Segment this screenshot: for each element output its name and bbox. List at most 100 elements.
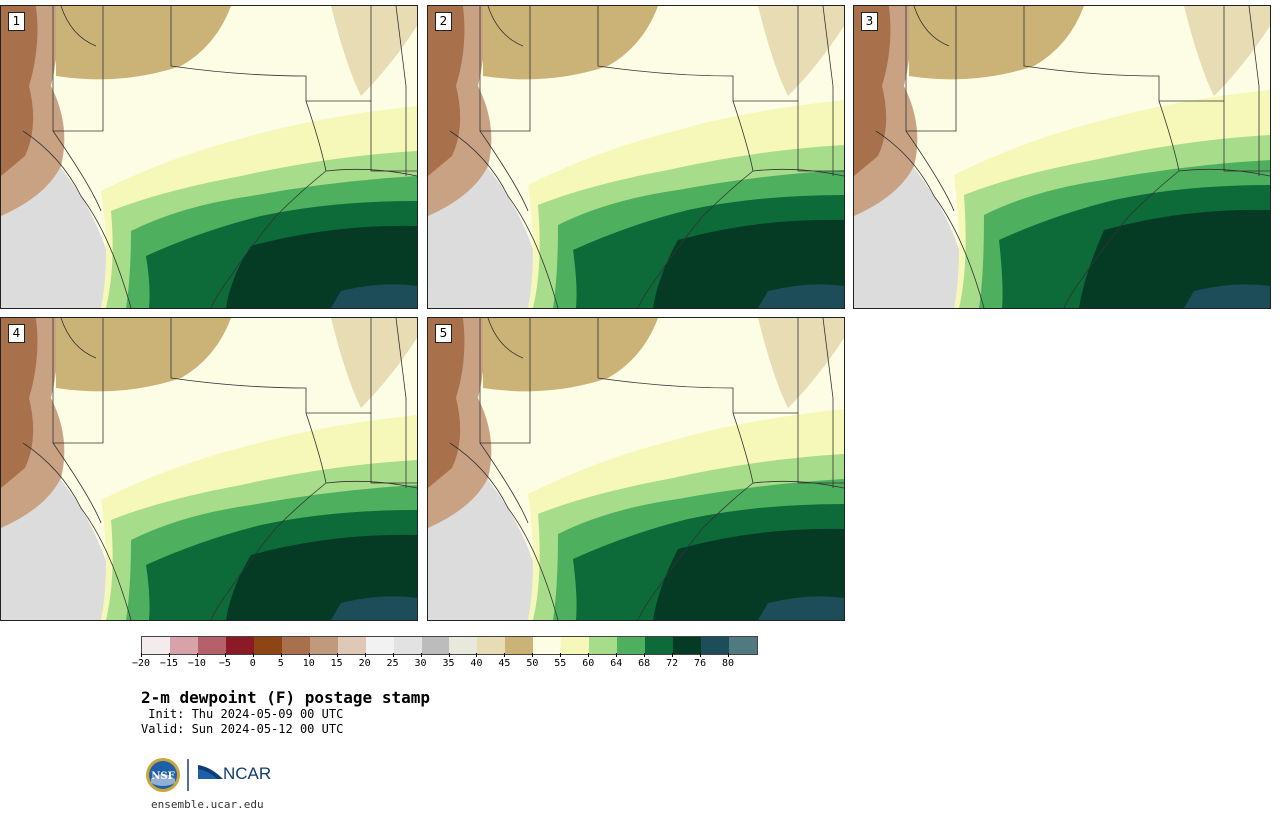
svg-text:NSF: NSF bbox=[151, 771, 174, 782]
nsf-logo: NSF bbox=[146, 758, 180, 792]
state-border-ok bbox=[597, 318, 734, 413]
map-panel-2: 2 bbox=[427, 5, 845, 309]
mountain-dry-field bbox=[1, 318, 38, 488]
colorbar-tick: 45 bbox=[498, 653, 510, 669]
colorbar-tick: 64 bbox=[610, 653, 622, 669]
state-border-tx-west bbox=[479, 442, 529, 524]
colorbar-swatch bbox=[169, 637, 198, 654]
gulf-coastline bbox=[1063, 100, 1180, 308]
colorbar-swatch bbox=[337, 637, 366, 654]
state-border-co bbox=[913, 6, 950, 47]
colorbar-tick: 20 bbox=[359, 653, 371, 669]
dewpoint-map bbox=[1, 318, 417, 620]
gulf-coastline bbox=[210, 412, 327, 620]
state-border-co bbox=[60, 318, 97, 359]
deep-gulf-field bbox=[758, 284, 844, 308]
state-border-la bbox=[370, 413, 417, 484]
colorbar-swatch bbox=[281, 637, 310, 654]
northern-band-field bbox=[56, 318, 231, 392]
northeast-band-field bbox=[331, 318, 417, 408]
colorbar-tick: 15 bbox=[331, 653, 343, 669]
colorbar-swatch bbox=[225, 637, 254, 654]
deep-gulf-field bbox=[331, 284, 417, 308]
state-border-ms bbox=[1248, 6, 1260, 176]
state-border-ms bbox=[822, 6, 834, 176]
northern-band-field bbox=[483, 6, 658, 80]
dewpoint-map bbox=[1, 6, 417, 308]
state-border-la bbox=[797, 101, 844, 172]
northeast-band-field bbox=[1184, 6, 1270, 96]
la-coastline bbox=[752, 168, 844, 177]
colorbar-swatch bbox=[533, 637, 562, 654]
ncar-logo: NCAR bbox=[198, 764, 271, 783]
la-coastline bbox=[1178, 168, 1270, 177]
nsf-ncar-logo: NSF NCAR bbox=[146, 758, 271, 792]
rio-grande-border bbox=[22, 130, 132, 308]
rio-grande-border bbox=[875, 130, 985, 308]
colorbar-swatch bbox=[309, 637, 338, 654]
rio-grande-border bbox=[449, 130, 559, 308]
rio-grande-border bbox=[449, 442, 559, 620]
state-border-nm bbox=[479, 6, 531, 132]
valid-time: Valid: Sun 2024-05-12 00 UTC bbox=[141, 722, 344, 736]
colorbar-swatch bbox=[701, 637, 730, 654]
state-border-ms bbox=[395, 6, 407, 176]
la-coastline bbox=[752, 480, 844, 489]
northern-band-field bbox=[56, 6, 231, 80]
panel-number-label: 2 bbox=[435, 12, 452, 31]
colorbar-tick: 80 bbox=[722, 653, 734, 669]
northeast-band-field bbox=[331, 6, 417, 96]
la-coastline bbox=[325, 168, 417, 177]
state-border-ms bbox=[395, 318, 407, 488]
state-border-la bbox=[1223, 101, 1270, 172]
colorbar-swatch bbox=[449, 637, 478, 654]
deep-gulf-field bbox=[1184, 284, 1270, 308]
gulf-moisture-field bbox=[1079, 209, 1270, 308]
colorbar-tick: 5 bbox=[278, 653, 284, 669]
la-coastline bbox=[325, 480, 417, 489]
svg-text:NCAR: NCAR bbox=[223, 764, 271, 783]
colorbar-ticks: −20 −15 −10 −5 0 5 10 15 20 25 30 35 40 45 50 55 60 64 68 7… bbox=[132, 653, 756, 677]
colorbar-tick: 10 bbox=[303, 653, 315, 669]
colorbar-swatch bbox=[645, 637, 674, 654]
map-panel-4: 4 bbox=[0, 317, 418, 621]
colorbar-swatch bbox=[561, 637, 590, 654]
state-border-co bbox=[487, 318, 524, 359]
mountain-dry-field bbox=[428, 318, 465, 488]
colorbar-tick: 76 bbox=[694, 653, 706, 669]
site-url: ensemble.ucar.edu bbox=[151, 798, 264, 811]
logos: NSF NCAR bbox=[145, 757, 275, 793]
state-border-tx-west bbox=[52, 130, 102, 212]
mountain-dry-field bbox=[1, 6, 38, 176]
state-border-tx-west bbox=[905, 130, 955, 212]
state-border-tx-west bbox=[479, 130, 529, 212]
colorbar-tick: 30 bbox=[415, 653, 427, 669]
colorbar-swatch bbox=[421, 637, 450, 654]
init-time: Init: Thu 2024-05-09 00 UTC bbox=[141, 707, 344, 721]
panel-number-label: 5 bbox=[435, 324, 452, 343]
state-border-tx-west bbox=[52, 442, 102, 524]
colorbar-tick: −10 bbox=[188, 653, 206, 669]
state-border-co bbox=[487, 6, 524, 47]
panel-number-label: 1 bbox=[8, 12, 25, 31]
colorbar-swatch bbox=[617, 637, 646, 654]
colorbar-swatch bbox=[477, 637, 506, 654]
map-panel-1: 1 bbox=[0, 5, 418, 309]
map-panel-5: 5 bbox=[427, 317, 845, 621]
map-panel-3: 3 bbox=[853, 5, 1271, 309]
northern-band-field bbox=[483, 318, 658, 392]
state-border-ok bbox=[597, 6, 734, 101]
colorbar-tick: 50 bbox=[526, 653, 538, 669]
rio-grande-border bbox=[22, 442, 132, 620]
gulf-moisture-field bbox=[653, 528, 844, 620]
gulf-coastline bbox=[637, 412, 754, 620]
state-border-ok bbox=[170, 318, 307, 413]
state-border-ok bbox=[170, 6, 307, 101]
colorbar-swatch bbox=[142, 637, 170, 654]
colorbar-tick: 35 bbox=[442, 653, 455, 669]
state-border-la bbox=[797, 413, 844, 484]
colorbar-tick: −20 bbox=[132, 653, 150, 669]
dewpoint-map bbox=[854, 6, 1270, 308]
colorbar-swatch bbox=[673, 637, 702, 654]
state-border-nm bbox=[479, 318, 531, 444]
